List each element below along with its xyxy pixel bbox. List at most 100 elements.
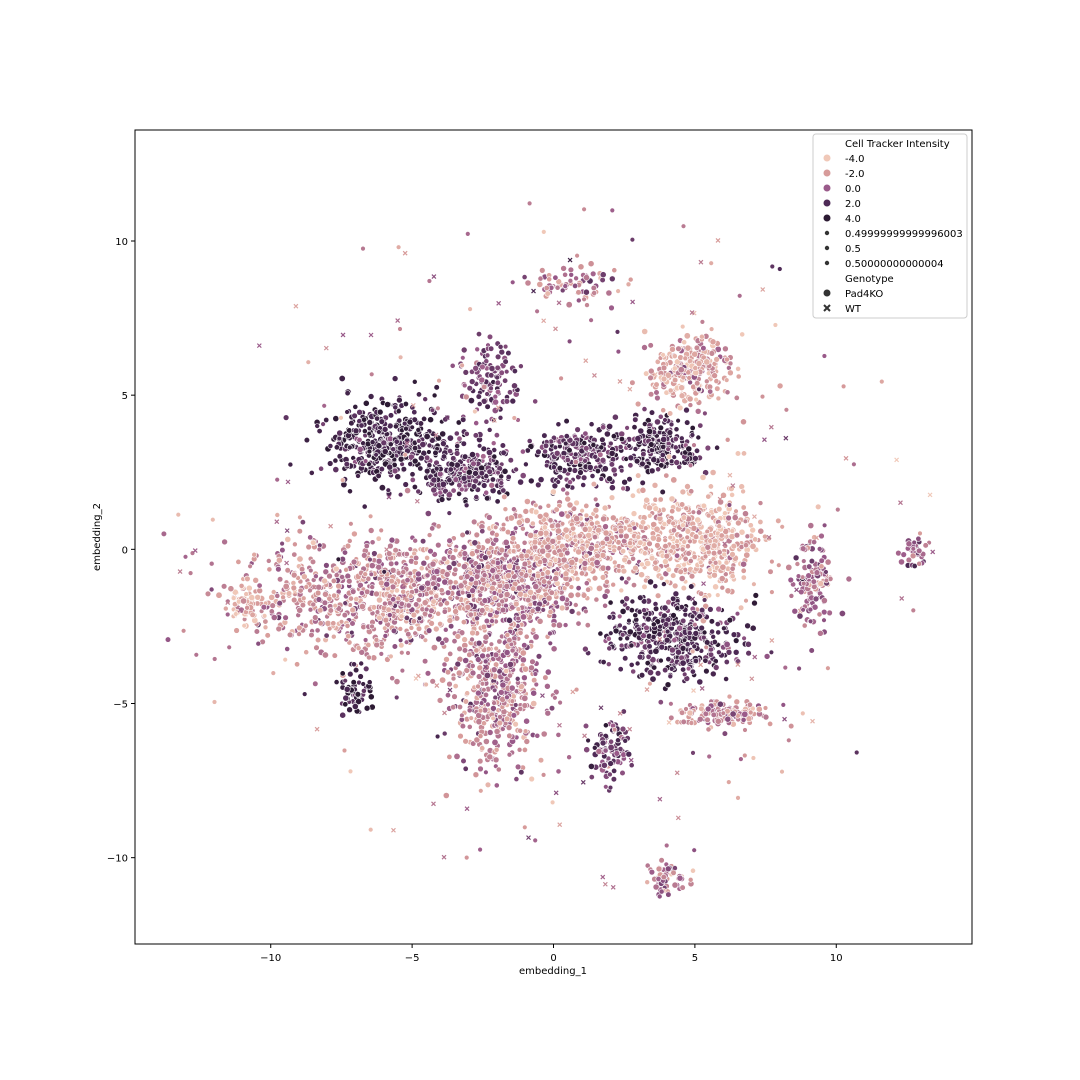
data-point	[338, 619, 345, 625]
data-point	[599, 551, 607, 559]
data-point	[517, 727, 523, 734]
data-point	[424, 555, 430, 561]
data-point	[381, 448, 389, 455]
data-point	[369, 623, 375, 630]
data-point	[467, 397, 475, 405]
data-point	[322, 568, 330, 576]
data-point	[627, 276, 634, 283]
data-point	[536, 280, 544, 288]
data-point	[630, 510, 638, 517]
data-point	[535, 448, 542, 456]
data-point	[327, 443, 334, 449]
data-point	[723, 676, 729, 682]
data-point	[520, 448, 526, 455]
data-point	[629, 492, 636, 499]
data-point	[621, 625, 628, 631]
data-point	[474, 346, 481, 353]
data-point	[460, 474, 468, 482]
data-point	[681, 339, 688, 346]
data-point	[503, 398, 511, 405]
data-point	[693, 344, 701, 352]
data-point	[492, 393, 499, 400]
data-point	[475, 543, 482, 550]
data-point	[476, 401, 483, 407]
data-point	[585, 586, 592, 593]
data-point	[740, 450, 747, 457]
data-point	[672, 436, 679, 443]
data-point	[689, 613, 696, 620]
data-point	[427, 547, 434, 555]
data-point	[646, 643, 653, 650]
data-point	[593, 596, 600, 603]
data-point	[307, 587, 313, 594]
data-point	[536, 617, 544, 625]
data-point	[393, 678, 401, 685]
data-point	[742, 510, 749, 518]
data-point	[315, 583, 323, 591]
data-point	[494, 379, 501, 386]
data-point	[505, 724, 513, 731]
data-point	[376, 408, 384, 416]
data-point	[456, 435, 463, 442]
data-point	[417, 592, 424, 598]
data-point	[458, 574, 464, 581]
data-point	[677, 568, 684, 575]
data-point	[519, 472, 527, 479]
data-point	[389, 583, 397, 591]
data-point	[253, 628, 260, 635]
data-point	[679, 488, 687, 496]
data-point	[547, 630, 553, 637]
data-point	[518, 363, 524, 370]
data-point	[718, 532, 725, 539]
data-point	[378, 484, 386, 492]
data-point	[688, 572, 696, 580]
data-point	[437, 601, 444, 608]
data-point	[452, 476, 459, 483]
data-point	[673, 459, 681, 466]
data-point	[726, 693, 733, 700]
data-point	[483, 418, 490, 425]
data-point	[478, 788, 484, 794]
data-point	[527, 532, 535, 539]
data-point	[373, 590, 380, 598]
data-point	[521, 642, 528, 649]
data-point	[725, 648, 733, 656]
data-point	[714, 621, 721, 628]
data-point	[387, 441, 394, 448]
data-point	[558, 604, 566, 612]
data-point	[544, 709, 552, 717]
data-point	[685, 445, 693, 453]
data-point	[424, 454, 431, 461]
data-point	[356, 408, 363, 416]
data-point	[510, 712, 518, 719]
data-point	[536, 513, 544, 520]
data-point	[684, 483, 691, 490]
data-point	[284, 536, 292, 543]
data-point	[376, 429, 382, 435]
data-point	[474, 615, 480, 622]
data-point	[671, 637, 678, 644]
data-point	[655, 466, 661, 473]
data-point	[630, 520, 637, 527]
data-point	[493, 782, 500, 789]
data-point	[609, 514, 617, 522]
data-point	[745, 649, 752, 657]
data-point	[610, 466, 618, 474]
data-point	[566, 501, 574, 509]
data-point	[620, 485, 627, 492]
data-point	[660, 443, 667, 450]
data-point	[723, 658, 730, 665]
data-point	[310, 601, 317, 608]
data-point	[460, 355, 466, 361]
data-point	[430, 598, 437, 605]
data-point	[541, 524, 548, 531]
data-point	[415, 391, 422, 398]
data-point	[501, 467, 509, 475]
data-point	[497, 343, 504, 350]
data-point	[479, 652, 486, 660]
data-point	[331, 652, 338, 659]
data-point	[464, 690, 471, 697]
data-point	[482, 633, 490, 641]
data-point	[678, 435, 685, 442]
data-point	[386, 612, 393, 618]
